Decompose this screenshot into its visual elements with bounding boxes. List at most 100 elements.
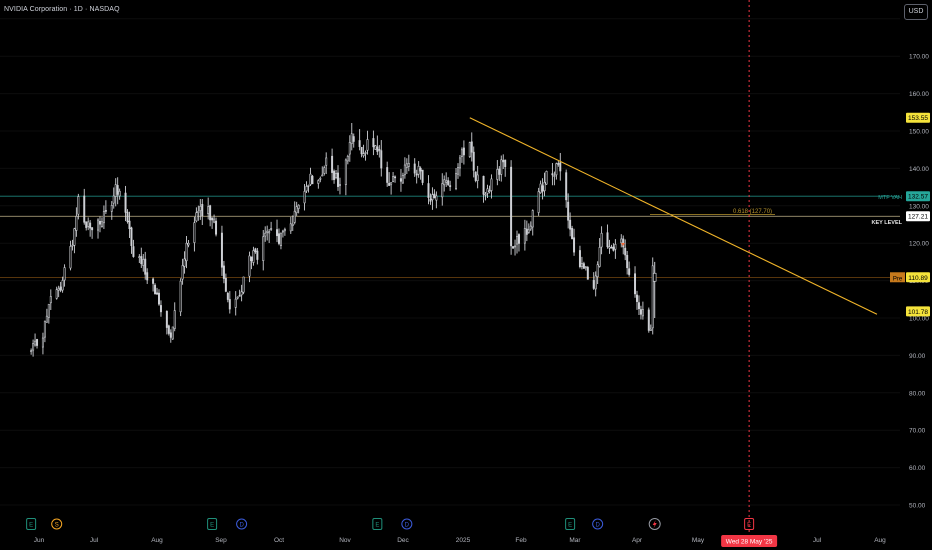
candle-body — [510, 166, 513, 247]
price-tag-bg — [906, 191, 930, 202]
candle-body — [637, 302, 640, 310]
candle-body — [167, 325, 170, 334]
candle-body — [539, 183, 542, 194]
candle-body — [110, 205, 113, 212]
drawings[interactable]: 0.618 (127.70) — [469, 0, 878, 540]
candle-body — [75, 216, 78, 231]
candle-body — [626, 255, 629, 269]
candle-body — [545, 170, 548, 185]
candle-body — [512, 246, 515, 249]
mtf-vah-label: MTF VAH — [878, 195, 902, 201]
symbol-title[interactable]: NVIDIA Corporation · 1D · NASDAQ — [4, 6, 120, 13]
time-tick-label: Mar — [569, 537, 581, 544]
price-axis[interactable]: 170.00 160.00 150.00 140.00 130.00 120.00 110.… — [906, 54, 930, 510]
candle-body — [624, 247, 627, 256]
candle-body — [266, 230, 269, 233]
time-tick-label: Jul — [90, 537, 99, 544]
candle-body — [181, 265, 184, 280]
candle-body — [401, 174, 404, 184]
candle-body — [226, 292, 229, 300]
candle-body — [394, 176, 397, 179]
candle-body — [427, 183, 430, 198]
candle-body — [281, 230, 284, 233]
candle-body — [413, 163, 416, 174]
split-icon — [51, 518, 63, 530]
time-tick-label: Feb — [515, 537, 527, 544]
candle-body — [193, 222, 196, 243]
candle-body — [399, 178, 402, 182]
candle-body — [85, 221, 88, 228]
candle-body — [435, 195, 438, 201]
candle-body — [641, 309, 644, 317]
candle-body — [557, 163, 560, 165]
candle-body — [443, 179, 446, 186]
candle-body — [421, 169, 424, 183]
currency-button[interactable]: USD — [904, 4, 928, 20]
candle-body — [41, 337, 44, 348]
candle-body — [415, 173, 418, 176]
candle-body — [83, 195, 86, 223]
candle-body — [132, 246, 135, 257]
dividend-icon — [236, 518, 248, 530]
time-tick-label: Aug — [874, 537, 886, 544]
candle-body — [97, 219, 100, 231]
candle-body — [100, 221, 103, 227]
candle-body — [580, 263, 583, 267]
candle-body — [600, 232, 603, 248]
candle-body — [571, 227, 574, 239]
candle-body — [215, 220, 218, 235]
candle-body — [598, 247, 601, 267]
candle-body — [358, 140, 361, 147]
candle-body — [283, 228, 286, 232]
candle-body — [61, 280, 64, 291]
candle-body — [195, 212, 198, 222]
time-tick-label: Aug — [151, 537, 163, 544]
time-tick-label: 2025 — [456, 537, 471, 544]
candle-body — [622, 238, 625, 248]
price-tick-label: 120.00 — [909, 241, 929, 248]
candle-body — [144, 258, 147, 275]
candle-body — [187, 242, 190, 246]
candle-body — [639, 309, 642, 315]
candle-body — [270, 228, 273, 230]
candle-body — [295, 206, 298, 214]
candle-body — [378, 149, 381, 151]
candle-body — [159, 305, 162, 313]
candle-body — [614, 244, 617, 250]
candle-body — [118, 190, 121, 197]
candle-body — [578, 250, 581, 268]
candle-body — [458, 157, 461, 169]
candle-body — [156, 292, 159, 295]
candle-body — [234, 298, 237, 308]
candle-body — [366, 139, 369, 151]
candle-body — [337, 172, 339, 187]
event-date-label: Wed 28 May '25 — [726, 539, 773, 546]
price-tick-label: 140.00 — [909, 166, 929, 173]
time-tick-label: Nov — [339, 537, 351, 544]
dividend-badge-label: D — [405, 522, 410, 528]
candle-body — [183, 258, 186, 267]
candle-body — [331, 155, 334, 173]
candle-body — [59, 286, 62, 291]
candle-body — [527, 229, 530, 233]
candle-body — [264, 232, 267, 237]
dividend-badge-label: D — [239, 522, 244, 528]
time-tick-label: Dec — [397, 537, 409, 544]
price-tick-label: 130.00 — [909, 203, 929, 210]
time-axis[interactable]: Jun Jul Aug Sep Oct Nov Dec 2025 Feb Mar Apr May Jul… — [34, 535, 886, 547]
candle-body — [112, 195, 115, 204]
candle-body — [445, 180, 448, 183]
candle-body — [488, 190, 491, 192]
candle-body — [482, 175, 485, 195]
candle-body — [138, 256, 141, 258]
candle-body — [529, 225, 532, 230]
price-tick-label: 80.00 — [909, 390, 926, 397]
candle-body — [606, 232, 609, 248]
candle-body — [91, 227, 94, 231]
candle-body — [636, 294, 638, 302]
price-tag: 127.21 — [908, 214, 928, 221]
candle-body — [36, 339, 39, 346]
candle-body — [146, 272, 149, 281]
